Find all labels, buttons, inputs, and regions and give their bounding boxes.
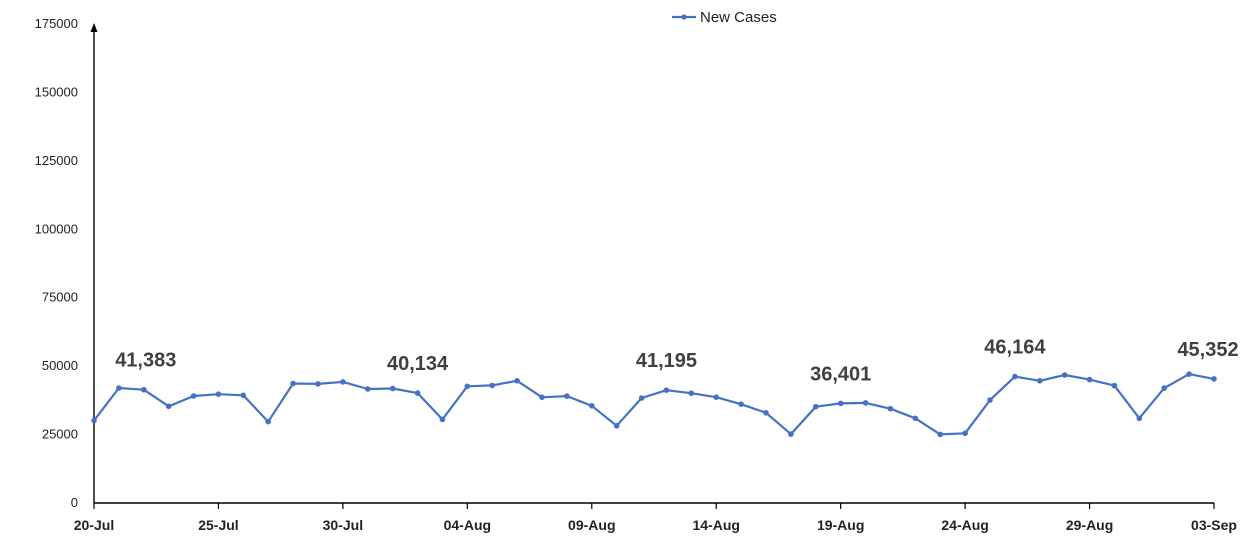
x-tick-label: 03-Sep [1191,517,1237,533]
data-point [887,405,894,412]
data-point [215,391,222,398]
x-axis-ticks: 20-Jul 25-Jul 30-Jul 04-Aug 09-Aug 14-Aug 19-A… [74,503,1237,533]
data-point [1186,371,1192,377]
data-label: 36,401 [810,363,871,385]
data-point [365,386,371,392]
data-label: 41,383 [115,350,176,372]
data-point [265,418,272,425]
x-tick-label: 09-Aug [568,517,615,533]
data-point [589,403,595,409]
data-point [638,395,645,401]
y-tick-label: 50000 [42,358,78,373]
y-tick-label: 125000 [35,153,78,168]
data-point [1012,373,1018,380]
data-label: 45,352 [1177,339,1238,361]
data-point [1211,376,1217,382]
data-point [190,393,197,399]
data-label: 46,164 [984,337,1046,359]
x-tick-label: 14-Aug [692,517,739,533]
data-point [439,416,446,423]
data-point [116,385,122,391]
data-point [141,386,147,393]
data-point [937,431,943,438]
data-point [663,387,670,394]
x-tick-label: 20-Jul [74,517,114,533]
data-point [91,417,97,424]
y-tick-label: 0 [71,495,78,510]
data-point [912,415,919,422]
data-point [1037,378,1043,384]
data-point [564,393,570,399]
series-layer [91,371,1217,438]
data-point [713,394,719,401]
y-tick-label: 175000 [35,16,78,31]
y-tick-label: 150000 [35,84,78,99]
x-tick-label: 25-Jul [198,517,238,533]
x-tick-label: 29-Aug [1066,517,1113,533]
data-point [489,382,496,389]
legend: New Cases [672,9,777,26]
y-axis-ticks: 0 25000 50000 75000 100000 125000 150000 175000 [35,16,78,510]
x-tick-label: 30-Jul [323,517,363,533]
data-point [813,403,819,410]
data-point [613,423,620,429]
legend-marker-swatch [681,14,687,20]
legend-label: New Cases [700,9,777,26]
data-point [738,401,744,408]
data-point [514,378,520,384]
data-point [987,397,993,403]
data-point [1161,385,1167,391]
data-point [1061,372,1068,378]
data-point [464,383,471,390]
data-point [1136,415,1143,422]
data-point [1111,382,1118,389]
data-point [340,379,346,385]
data-point [414,390,421,396]
y-tick-label: 100000 [35,221,78,236]
series-line-new-cases [93,373,1215,436]
data-point [315,381,321,387]
x-tick-label: 24-Aug [941,517,988,533]
x-tick-label: 19-Aug [817,517,864,533]
data-point [788,431,794,437]
data-labels: 41,383 40,134 41,195 36,401 46,164 45,352 [115,337,1238,386]
y-axis-arrow [90,23,98,32]
data-point [837,400,844,407]
axes [90,23,1214,504]
data-point [290,380,296,387]
data-point [763,410,769,416]
y-tick-label: 25000 [42,427,78,442]
data-point [389,385,396,392]
data-point [962,430,968,437]
data-point [862,400,869,406]
x-tick-label: 04-Aug [444,517,491,533]
data-label: 40,134 [387,353,449,375]
data-label: 41,195 [636,350,697,372]
data-point [165,403,172,410]
data-point [1086,376,1093,383]
y-tick-label: 75000 [42,290,78,305]
data-point [539,394,545,401]
data-point [688,390,695,397]
data-point [240,392,247,399]
